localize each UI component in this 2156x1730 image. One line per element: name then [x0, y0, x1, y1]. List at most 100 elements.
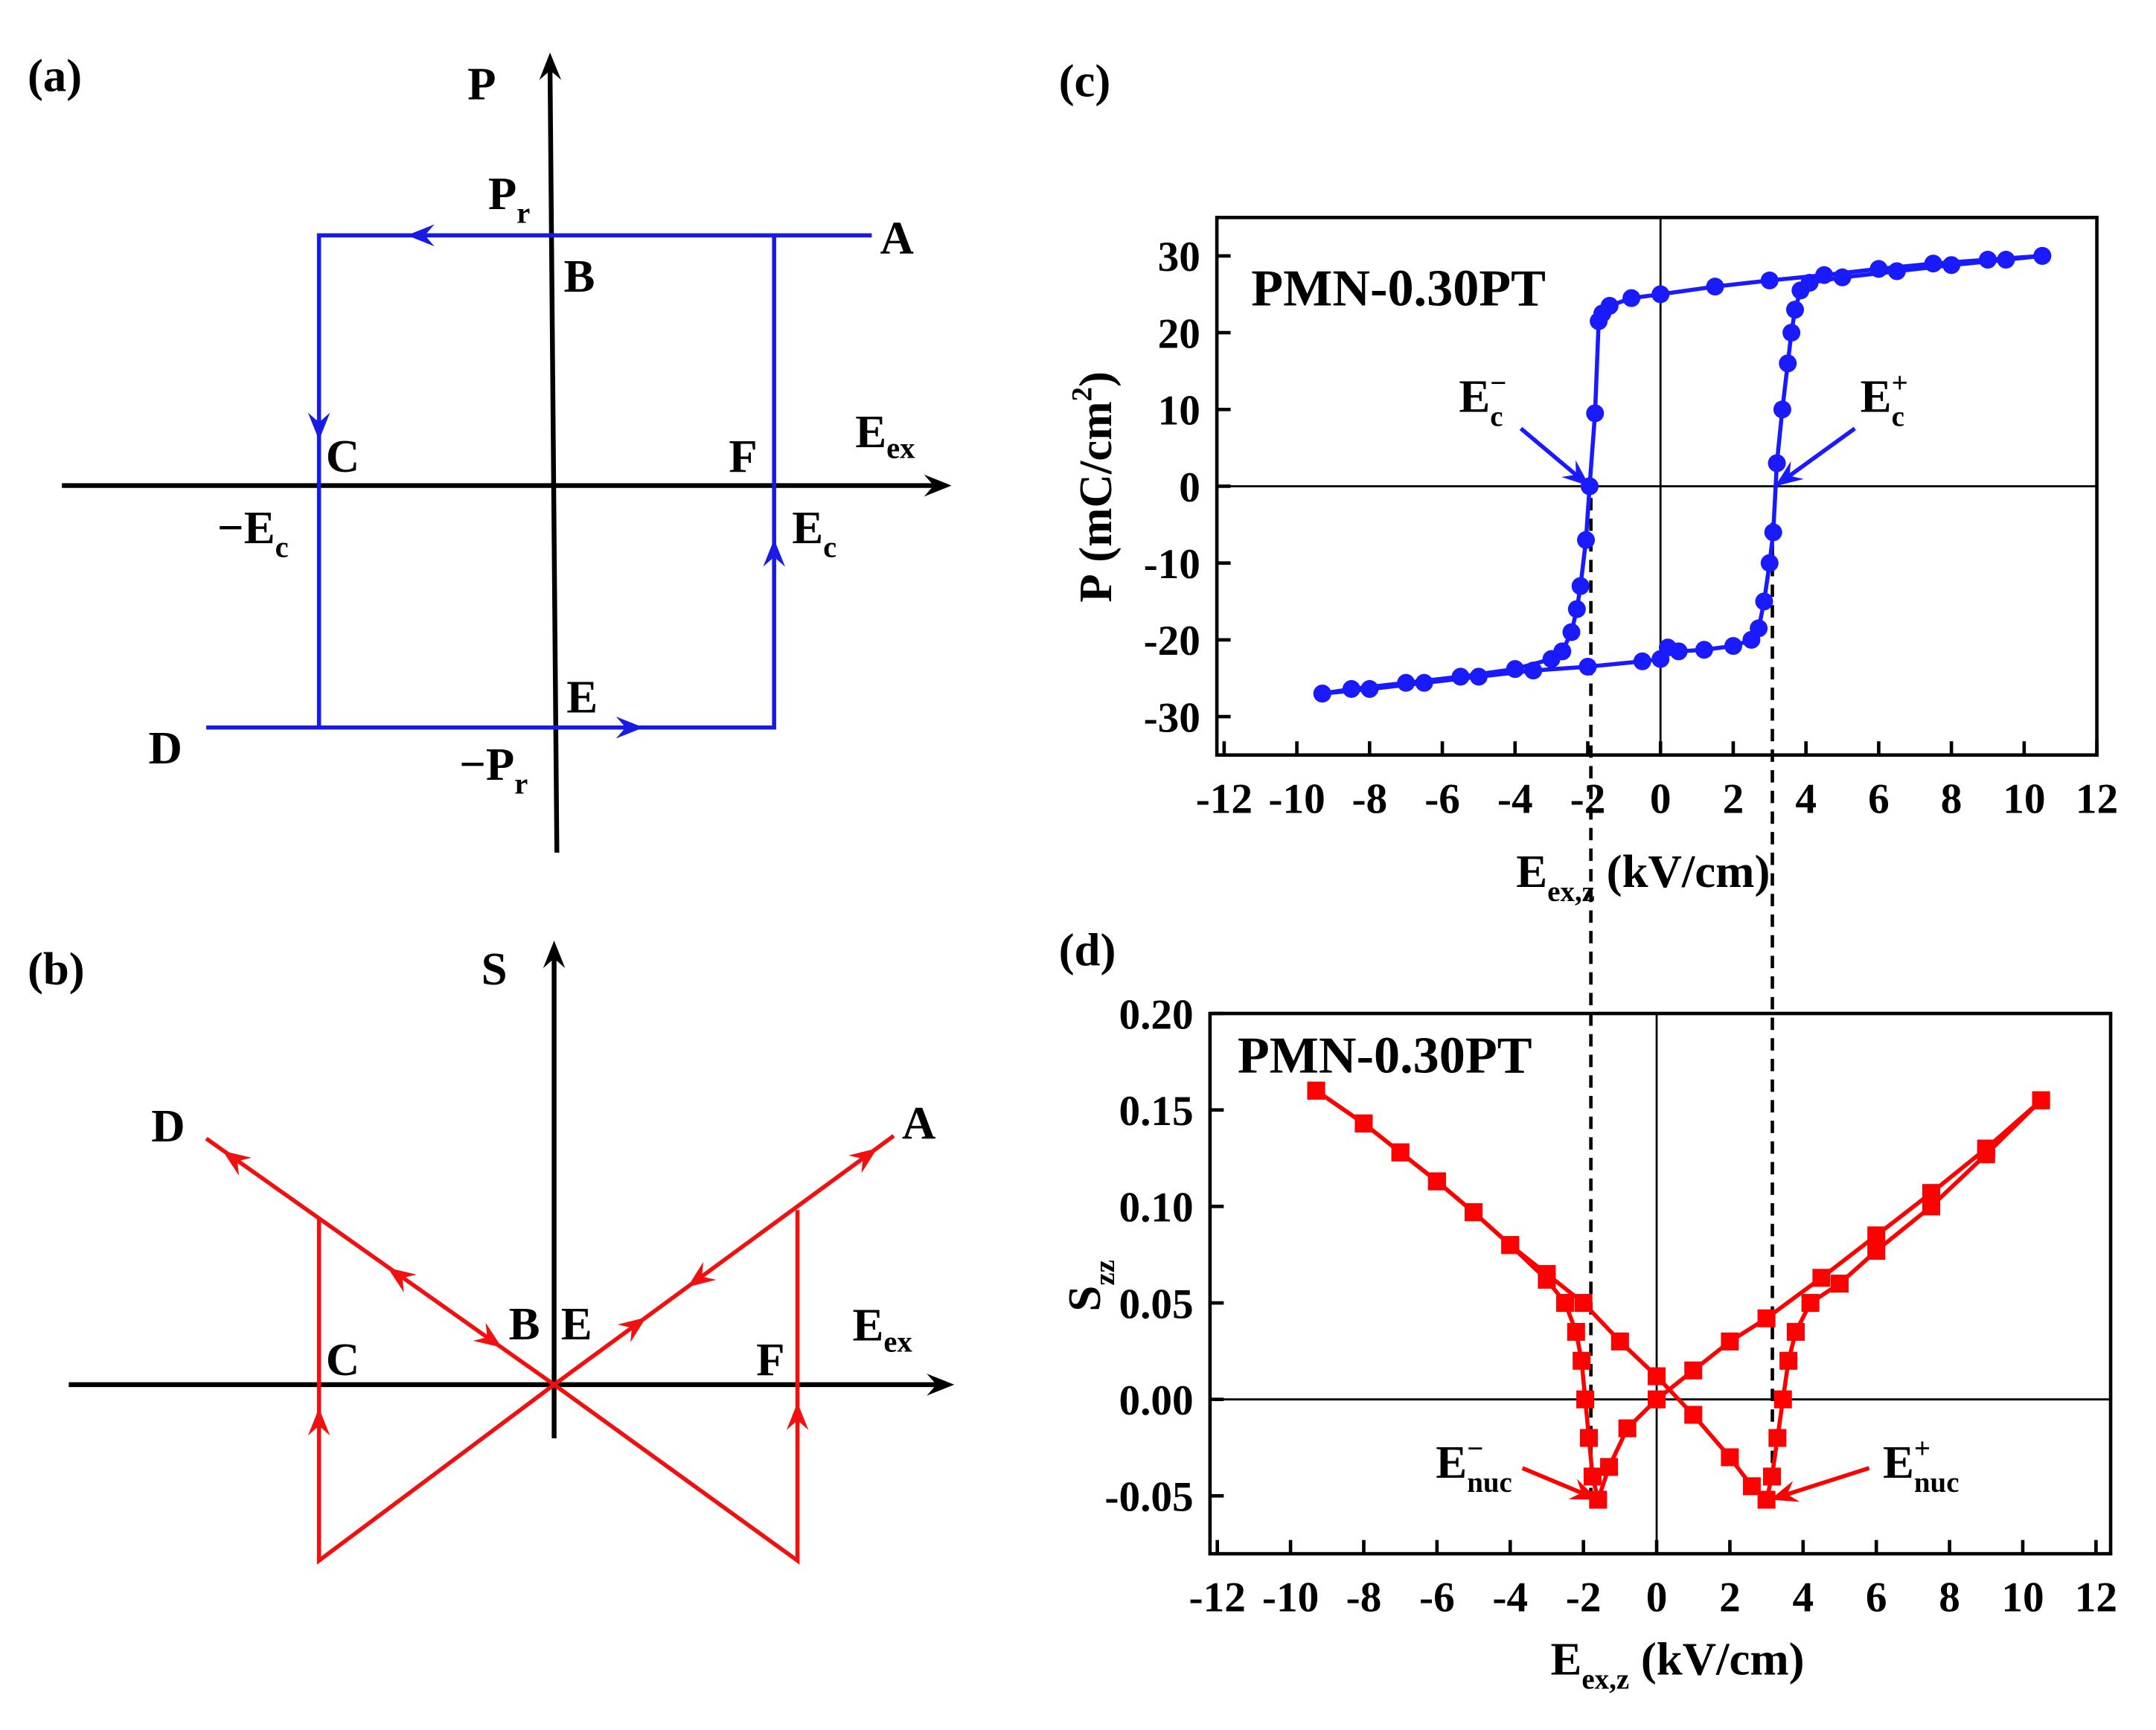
label-part: c [823, 531, 837, 564]
x-tick-label: 10 [2003, 775, 2045, 822]
data-point [1760, 554, 1779, 572]
x-tick-label: -6 [1419, 1574, 1455, 1621]
annotation-label-part: − [1490, 367, 1506, 399]
axis-label: S [482, 943, 508, 995]
data-point [1684, 1361, 1703, 1380]
arrowhead [848, 1139, 884, 1173]
data-point [1887, 262, 1906, 281]
y-tick-label: -0.05 [1104, 1474, 1193, 1521]
data-point [1524, 661, 1543, 680]
plot-frame [1208, 1011, 2113, 1556]
data-point [1427, 1172, 1446, 1191]
y-tick-label: 0.10 [1119, 1185, 1193, 1231]
data-point [1721, 1448, 1739, 1467]
data-point [1977, 1145, 1995, 1164]
label-part: E [852, 1299, 883, 1351]
data-point [1750, 619, 1768, 638]
label-part: ex [886, 432, 915, 465]
x-tick-label: -8 [1346, 1574, 1382, 1621]
data-point [1768, 454, 1786, 472]
data-point [1313, 685, 1331, 703]
data-point [1867, 1226, 1886, 1245]
data-point [1618, 1419, 1637, 1438]
x-tick-label: 4 [1792, 1574, 1814, 1621]
annotation-label-part: E [1861, 371, 1892, 423]
x-tick-label: 0 [1650, 775, 1672, 822]
label: Ec [792, 502, 837, 563]
data-point [1755, 592, 1773, 611]
x-tick-label: 4 [1795, 775, 1817, 822]
data-point [1576, 1390, 1595, 1409]
label-part: −E [217, 502, 275, 554]
data-point [1779, 1351, 1798, 1370]
data-point [1633, 652, 1651, 670]
data-point [1567, 600, 1586, 618]
data-point [1669, 642, 1688, 661]
point-label: D [151, 1100, 185, 1152]
data-point [1768, 1429, 1787, 1447]
label-part: c [275, 531, 289, 564]
loop [205, 1136, 800, 1565]
label-part: E [792, 502, 823, 554]
point-label: D [149, 722, 182, 774]
data-point [1757, 1309, 1776, 1327]
data-point [1782, 324, 1801, 342]
data-point [1360, 679, 1379, 698]
data-point [1706, 278, 1724, 296]
data-point [1574, 1294, 1593, 1313]
series-line [1314, 1089, 2043, 1508]
annotation-label-part: nuc [1914, 1467, 1960, 1499]
y-axis-label-part: zz [1089, 1260, 1121, 1286]
label: −Pr [459, 738, 528, 800]
x-tick-label: -8 [1352, 775, 1387, 822]
data-point [1721, 1332, 1739, 1351]
annotation-label-part: c [1490, 401, 1503, 433]
x-axis-label-part: (kV/cm) [1595, 845, 1770, 897]
y-axis-label-part: P [1069, 574, 1122, 602]
data-point [1651, 285, 1670, 304]
x-tick-label: 12 [2075, 1574, 2117, 1621]
y-tick-label: 20 [1158, 310, 1200, 357]
x-tick-label: -12 [1196, 775, 1253, 822]
y-tick-label: 10 [1158, 388, 1200, 435]
y-tick-label: 0.05 [1119, 1281, 1193, 1327]
x-axis-label-part: E [1516, 845, 1547, 897]
y-axis-label-part: (mC/cm [1069, 401, 1122, 574]
data-point [1556, 1294, 1575, 1313]
x-tick-label: -2 [1566, 1574, 1602, 1621]
point-label: B [564, 250, 595, 302]
x-tick-label: -10 [1262, 1574, 1319, 1621]
x-tick-label: 2 [1719, 1574, 1741, 1621]
data-point [1773, 1390, 1792, 1409]
data-point [1786, 1322, 1805, 1341]
point-label: A [880, 211, 913, 263]
x-tick-label: -2 [1570, 775, 1606, 822]
data-point [1724, 637, 1742, 656]
x-axis-label: Eex,z (kV/cm) [1550, 1633, 1804, 1696]
x-tick-label: -4 [1497, 775, 1533, 822]
annotation-label-part: + [1914, 1433, 1931, 1465]
y-tick-label: 0.15 [1119, 1088, 1193, 1135]
data-point [1785, 301, 1805, 319]
data-point [1583, 1467, 1602, 1486]
annotation-label: E− c [1459, 367, 1506, 432]
y-tick-label: 0.00 [1119, 1377, 1193, 1424]
label-part: E [855, 406, 886, 458]
panel-label: (a) [28, 49, 82, 101]
axis-label: P [467, 57, 496, 109]
axis-label: Eex [855, 406, 915, 465]
y-tick-label: 0.20 [1119, 991, 1193, 1038]
data-point [1573, 1351, 1591, 1370]
data-point [1391, 1143, 1410, 1162]
x-tick-label: -12 [1189, 1574, 1246, 1621]
y-axis-label: P (mC/cm2) [1066, 371, 1121, 603]
point-label: C [326, 1333, 359, 1385]
x-axis-label-part: (kV/cm) [1629, 1633, 1804, 1685]
panel-label: (c) [1059, 55, 1111, 107]
data-point [1684, 1406, 1703, 1424]
x-tick-label: -10 [1268, 775, 1325, 822]
data-point [1867, 1241, 1886, 1260]
data-point [1997, 251, 2015, 269]
